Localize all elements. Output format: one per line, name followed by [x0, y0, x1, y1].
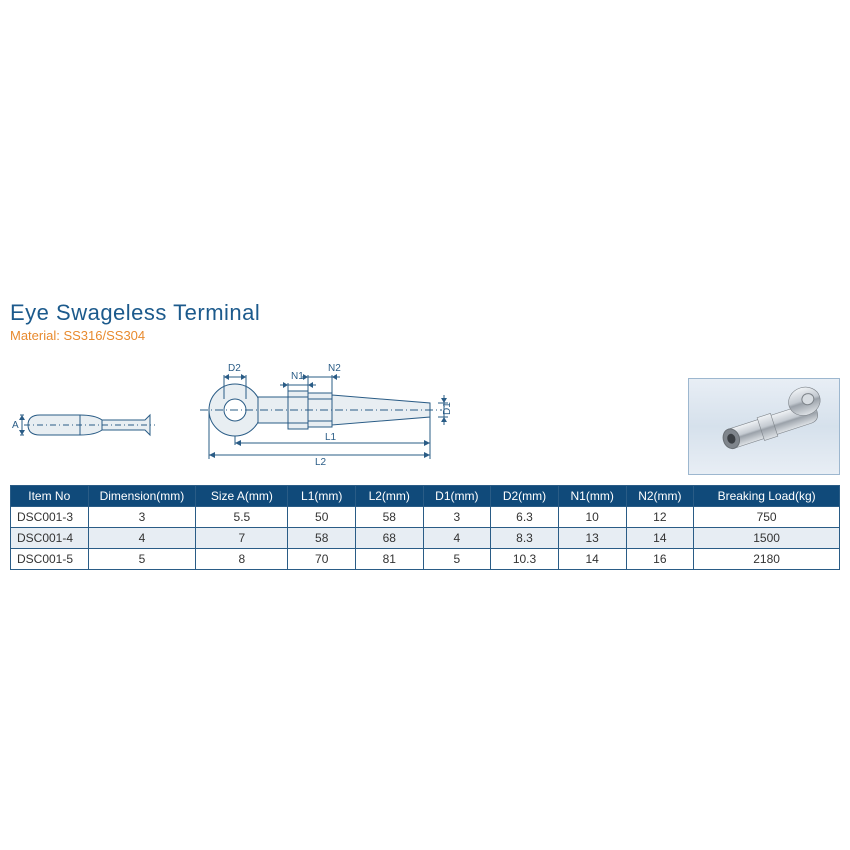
table-cell: 14	[626, 528, 694, 549]
col-header: L1(mm)	[288, 486, 356, 507]
table-cell: DSC001-5	[11, 549, 89, 570]
table-cell: 6.3	[491, 507, 559, 528]
col-header: Item No	[11, 486, 89, 507]
table-cell: 5	[88, 549, 196, 570]
table-cell: 4	[88, 528, 196, 549]
table-cell: 81	[355, 549, 423, 570]
table-cell: 58	[288, 528, 356, 549]
table-cell: 7	[196, 528, 288, 549]
table-cell: DSC001-4	[11, 528, 89, 549]
col-header: D1(mm)	[423, 486, 491, 507]
table-cell: 16	[626, 549, 694, 570]
label-A: A	[12, 420, 19, 431]
table-cell: 3	[88, 507, 196, 528]
table-cell: 58	[355, 507, 423, 528]
label-L1: L1	[325, 432, 337, 443]
spec-table-body: DSC001-335.5505836.31012750DSC001-447586…	[11, 507, 840, 570]
col-header: D2(mm)	[491, 486, 559, 507]
col-header: L2(mm)	[355, 486, 423, 507]
table-cell: 50	[288, 507, 356, 528]
table-cell: 5	[423, 549, 491, 570]
table-row: DSC001-447586848.313141500	[11, 528, 840, 549]
table-cell: 68	[355, 528, 423, 549]
figure-row: A	[10, 355, 840, 475]
table-cell: 4	[423, 528, 491, 549]
table-cell: 14	[558, 549, 626, 570]
label-D1: D1	[442, 402, 453, 415]
table-cell: 750	[694, 507, 840, 528]
table-cell: DSC001-3	[11, 507, 89, 528]
table-cell: 3	[423, 507, 491, 528]
content-area: Eye Swageless Terminal Material: SS316/S…	[10, 300, 840, 570]
table-cell: 8	[196, 549, 288, 570]
col-header: N1(mm)	[558, 486, 626, 507]
label-L2: L2	[315, 457, 327, 468]
col-header: Dimension(mm)	[88, 486, 196, 507]
label-D2: D2	[228, 363, 241, 374]
table-row: DSC001-5587081510.314162180	[11, 549, 840, 570]
col-header: Breaking Load(kg)	[694, 486, 840, 507]
table-cell: 70	[288, 549, 356, 570]
spec-table-header-row: Item NoDimension(mm)Size A(mm)L1(mm)L2(m…	[11, 486, 840, 507]
drawing-end-view: A	[10, 380, 160, 475]
page-title: Eye Swageless Terminal	[10, 300, 840, 326]
col-header: Size A(mm)	[196, 486, 288, 507]
table-row: DSC001-335.5505836.31012750	[11, 507, 840, 528]
table-cell: 1500	[694, 528, 840, 549]
table-cell: 10	[558, 507, 626, 528]
table-cell: 10.3	[491, 549, 559, 570]
table-cell: 8.3	[491, 528, 559, 549]
label-N2: N2	[328, 363, 341, 374]
drawing-side-view: D2 N1 N2 D1	[180, 355, 480, 475]
spec-table: Item NoDimension(mm)Size A(mm)L1(mm)L2(m…	[10, 485, 840, 570]
table-cell: 5.5	[196, 507, 288, 528]
table-cell: 2180	[694, 549, 840, 570]
material-subtitle: Material: SS316/SS304	[10, 328, 840, 343]
table-cell: 13	[558, 528, 626, 549]
table-cell: 12	[626, 507, 694, 528]
col-header: N2(mm)	[626, 486, 694, 507]
product-photo	[688, 378, 840, 475]
